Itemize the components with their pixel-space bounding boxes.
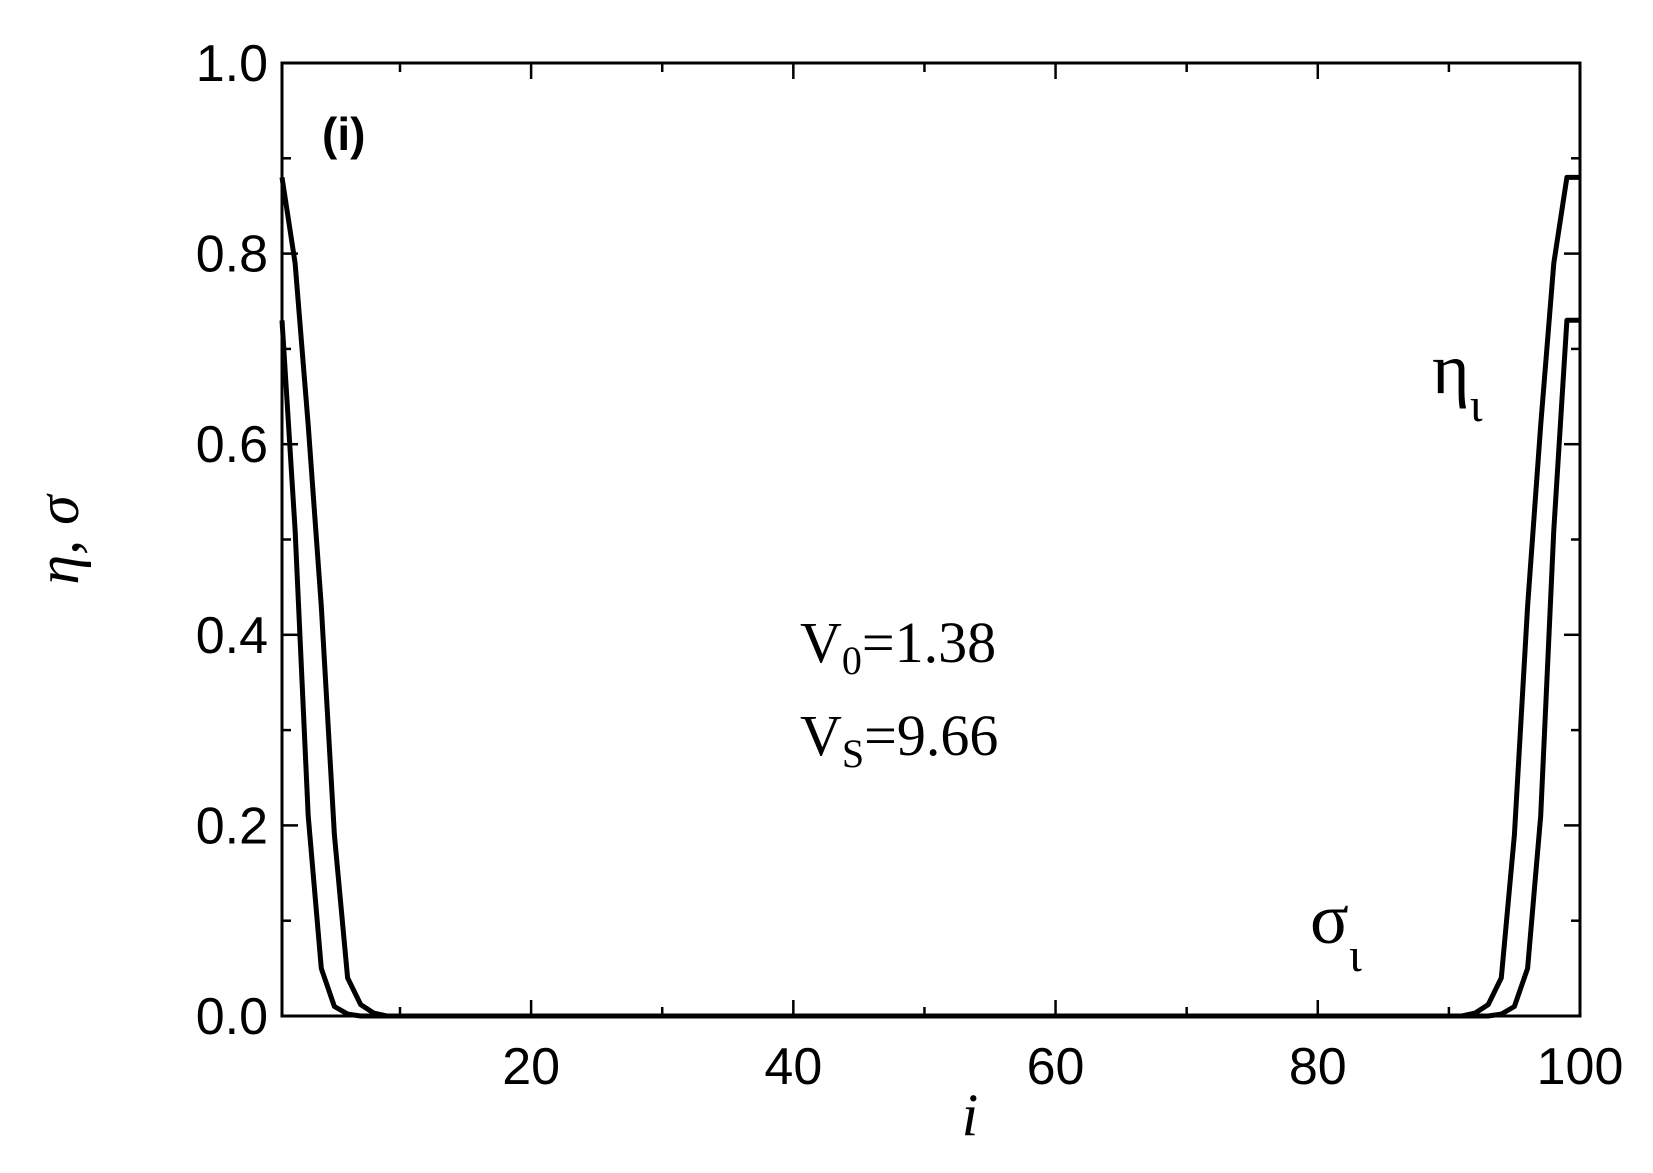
series-label-eta-sub: ι xyxy=(1470,379,1483,432)
x-tick-label: 100 xyxy=(1537,1038,1624,1096)
annotation-vs-main: V xyxy=(800,703,842,768)
y-tick-label: 0.0 xyxy=(196,988,268,1046)
panel-label: (i) xyxy=(322,108,365,160)
series-label-sigma-sub: ι xyxy=(1349,929,1362,982)
series-label-sigma-main: σ xyxy=(1310,879,1349,959)
series-layer xyxy=(279,174,1580,1019)
x-tick-label: 40 xyxy=(764,1038,822,1096)
series-line-eta xyxy=(279,174,1580,1019)
y-tick-label: 1.0 xyxy=(196,35,268,93)
plot-frame xyxy=(280,61,1582,1018)
annotation-vs: VS=9.66 xyxy=(800,703,998,776)
annotation-v0-main: V xyxy=(800,610,842,675)
y-tick-label: 0.8 xyxy=(196,226,268,284)
tick-labels: 20 40 60 80 100 0.0 0.2 0.4 0.6 0.8 1.0 xyxy=(196,35,1624,1096)
y-tick-label: 0.2 xyxy=(196,797,268,855)
annotation-v0-sub: 0 xyxy=(842,638,862,683)
y-axis-title: η, σ xyxy=(25,493,91,585)
annotation-v0: V0=1.38 xyxy=(800,610,996,683)
series-label-eta-main: η xyxy=(1432,329,1470,409)
series-label-sigma: σι xyxy=(1310,879,1362,982)
annotation-vs-value: =9.66 xyxy=(864,703,998,768)
x-tick-label: 60 xyxy=(1027,1038,1085,1096)
series-label-eta: ηι xyxy=(1432,329,1483,432)
annotation-v0-value: =1.38 xyxy=(862,610,996,675)
x-axis-title: i xyxy=(962,1082,979,1148)
y-tick-label: 0.4 xyxy=(196,607,268,665)
x-tick-label: 80 xyxy=(1289,1038,1347,1096)
x-tick-label: 20 xyxy=(502,1038,560,1096)
y-tick-label: 0.6 xyxy=(196,416,268,474)
annotation-vs-sub: S xyxy=(842,731,864,776)
series-line-sigma xyxy=(279,317,1580,1019)
axis-ticks xyxy=(282,61,1582,1018)
